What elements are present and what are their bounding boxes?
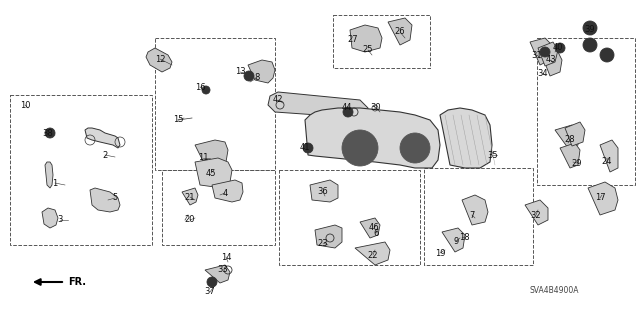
Text: 14: 14 <box>221 253 231 262</box>
Polygon shape <box>462 195 488 225</box>
Polygon shape <box>85 128 120 148</box>
Text: 7: 7 <box>469 211 475 219</box>
Text: 13: 13 <box>235 68 245 77</box>
Text: FR.: FR. <box>68 277 86 287</box>
Text: 21: 21 <box>185 192 195 202</box>
Polygon shape <box>388 18 412 45</box>
Text: 3: 3 <box>58 216 63 225</box>
Circle shape <box>342 130 378 166</box>
Circle shape <box>540 47 550 57</box>
Text: 45: 45 <box>205 168 216 177</box>
Text: 12: 12 <box>155 55 165 63</box>
Circle shape <box>207 277 217 287</box>
Polygon shape <box>212 180 243 202</box>
Text: 2: 2 <box>102 151 108 160</box>
Circle shape <box>45 128 55 138</box>
Text: 35: 35 <box>488 151 499 160</box>
Polygon shape <box>305 108 440 168</box>
Circle shape <box>583 21 597 35</box>
Text: 26: 26 <box>395 27 405 36</box>
Polygon shape <box>525 200 548 225</box>
Text: 42: 42 <box>273 95 284 105</box>
Polygon shape <box>315 225 342 248</box>
Polygon shape <box>355 242 390 265</box>
Text: 27: 27 <box>348 35 358 44</box>
Text: 28: 28 <box>564 136 575 145</box>
Text: 31: 31 <box>532 50 542 60</box>
Text: 19: 19 <box>435 249 445 257</box>
Text: 20: 20 <box>185 216 195 225</box>
Polygon shape <box>565 122 585 146</box>
Text: 23: 23 <box>317 239 328 248</box>
Text: 9: 9 <box>453 236 459 246</box>
Polygon shape <box>538 42 558 66</box>
Polygon shape <box>530 38 552 65</box>
Polygon shape <box>182 188 198 205</box>
Bar <box>333 15 430 68</box>
Text: 11: 11 <box>198 153 208 162</box>
Text: 6: 6 <box>373 228 379 238</box>
Text: 30: 30 <box>371 103 381 113</box>
Polygon shape <box>555 125 578 148</box>
Text: 22: 22 <box>368 250 378 259</box>
Text: 38: 38 <box>43 129 53 137</box>
Polygon shape <box>560 143 580 168</box>
Polygon shape <box>42 208 58 228</box>
Bar <box>155 38 275 170</box>
Circle shape <box>400 133 430 163</box>
Polygon shape <box>90 188 120 212</box>
Circle shape <box>343 107 353 117</box>
Text: 10: 10 <box>20 100 30 109</box>
Text: 33: 33 <box>218 265 228 275</box>
Circle shape <box>303 143 313 153</box>
Text: 1: 1 <box>52 179 58 188</box>
Text: 5: 5 <box>113 194 118 203</box>
Text: 46: 46 <box>369 224 380 233</box>
Bar <box>279 170 420 265</box>
Polygon shape <box>310 180 338 202</box>
Bar <box>10 95 152 245</box>
Text: 39: 39 <box>585 26 595 34</box>
Text: 18: 18 <box>459 233 469 241</box>
Bar <box>537 38 635 185</box>
Text: SVA4B4900A: SVA4B4900A <box>530 286 579 295</box>
Polygon shape <box>600 140 618 172</box>
Circle shape <box>244 71 254 81</box>
Polygon shape <box>248 60 275 83</box>
Text: 41: 41 <box>300 143 310 152</box>
Polygon shape <box>45 162 53 188</box>
Polygon shape <box>205 265 230 283</box>
Circle shape <box>202 86 210 94</box>
Polygon shape <box>442 228 465 252</box>
Circle shape <box>600 48 614 62</box>
Polygon shape <box>146 48 172 72</box>
Circle shape <box>583 38 597 52</box>
Text: 4: 4 <box>222 189 228 197</box>
Text: 40: 40 <box>553 43 563 53</box>
Bar <box>424 168 533 265</box>
Polygon shape <box>588 182 618 215</box>
Text: 8: 8 <box>254 73 260 83</box>
Text: 17: 17 <box>595 194 605 203</box>
Polygon shape <box>268 92 368 118</box>
Polygon shape <box>543 52 562 76</box>
Text: 16: 16 <box>195 83 205 92</box>
Text: 36: 36 <box>317 188 328 197</box>
Polygon shape <box>195 140 228 168</box>
Circle shape <box>555 43 565 53</box>
Polygon shape <box>440 108 492 168</box>
Polygon shape <box>195 158 232 188</box>
Text: 37: 37 <box>205 287 216 296</box>
Text: 44: 44 <box>342 103 352 113</box>
Bar <box>162 170 275 245</box>
Text: 32: 32 <box>531 211 541 219</box>
Text: 43: 43 <box>546 56 556 64</box>
Text: 15: 15 <box>173 115 183 124</box>
Text: 24: 24 <box>602 158 612 167</box>
Polygon shape <box>360 218 380 238</box>
Polygon shape <box>350 25 382 52</box>
Text: 34: 34 <box>538 69 548 78</box>
Text: 25: 25 <box>363 46 373 55</box>
Text: 29: 29 <box>572 159 582 167</box>
